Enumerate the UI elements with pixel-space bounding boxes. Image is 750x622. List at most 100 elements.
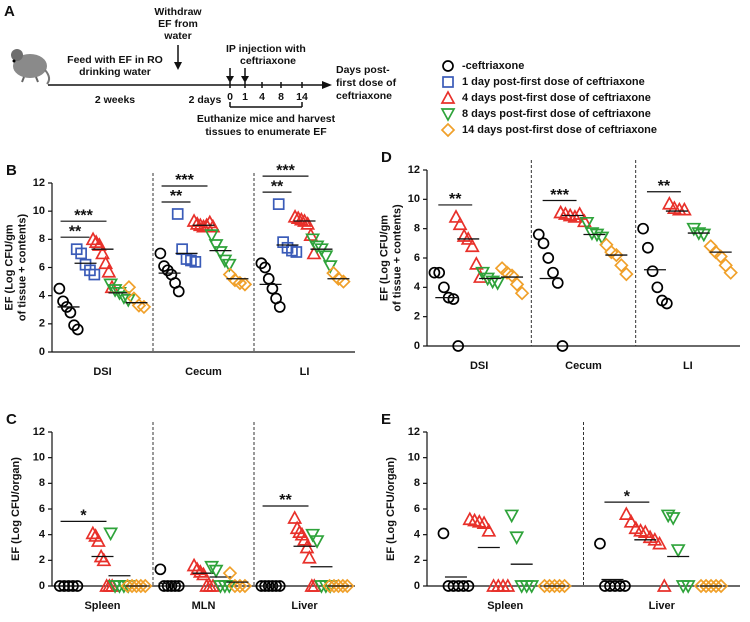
timeline-text: tissues to enumerate EF [205, 126, 327, 138]
significance-label: ** [271, 178, 284, 195]
point [192, 564, 208, 578]
point [272, 198, 285, 210]
point [698, 578, 714, 594]
y-tick-label: 0 [39, 346, 45, 358]
timeline-day: 4 [259, 91, 265, 103]
x-tick-label: DSI [470, 360, 488, 372]
point [579, 216, 595, 231]
y-tick-label: 2 [414, 311, 420, 323]
point [237, 277, 253, 292]
significance-label: *** [550, 187, 569, 204]
point [464, 238, 480, 253]
point [547, 578, 562, 594]
y-tick-label: 10 [408, 452, 420, 464]
point [437, 527, 450, 540]
point [221, 580, 237, 594]
y-tick-label: 6 [39, 261, 45, 273]
point [237, 578, 253, 594]
point [557, 578, 572, 594]
legend-marker [440, 90, 456, 104]
timeline-text: EF from [158, 18, 198, 30]
x-tick-label: Liver [291, 600, 318, 612]
significance-label: ** [69, 223, 82, 240]
point [169, 580, 181, 592]
panel-label: C [6, 411, 17, 428]
point [547, 266, 559, 279]
point [452, 340, 465, 352]
point [481, 523, 497, 537]
point [301, 549, 317, 564]
y-tick-label: 8 [39, 233, 45, 245]
point [232, 275, 248, 291]
point [88, 268, 101, 281]
legend-label: 8 days post-first dose of ceftriaxone [462, 108, 651, 120]
point [572, 206, 588, 220]
y-tick-label: 6 [414, 503, 420, 515]
y-tick-label: 6 [414, 252, 420, 264]
point [509, 277, 525, 292]
point [542, 252, 555, 264]
point [665, 512, 681, 526]
y-axis-label: EF (Log CFU/gm [3, 224, 15, 310]
point [476, 515, 492, 529]
x-tick-label: MLN [192, 600, 216, 612]
point [136, 299, 152, 315]
point [172, 580, 185, 592]
point [95, 245, 110, 260]
point [428, 266, 441, 279]
point [614, 258, 629, 273]
point [300, 216, 316, 230]
significance-label: ** [449, 191, 462, 208]
point [651, 281, 664, 294]
y-axis-label: of tissue + contents) [16, 214, 28, 322]
y-tick-label: 4 [39, 290, 46, 302]
legend-marker [440, 108, 456, 122]
y-tick-label: 8 [414, 223, 420, 235]
timeline-text: ceftriaxone [240, 55, 296, 67]
point [703, 578, 719, 594]
point [637, 222, 649, 235]
point [196, 566, 211, 581]
point [138, 578, 153, 594]
point [290, 210, 306, 225]
point [660, 509, 676, 524]
point [576, 213, 592, 228]
point [205, 578, 221, 592]
y-tick-label: 4 [414, 529, 421, 541]
y-tick-label: 0 [414, 580, 420, 592]
legend-marker [442, 60, 454, 72]
point [172, 285, 185, 298]
point [619, 266, 634, 282]
y-tick-label: 0 [414, 340, 420, 352]
significance-label: * [624, 488, 631, 505]
point [660, 297, 673, 310]
timeline [48, 45, 332, 108]
point [116, 291, 132, 305]
point [623, 514, 639, 528]
point [619, 580, 631, 592]
point [552, 578, 567, 594]
timeline-text: drinking water [79, 66, 151, 78]
timeline-text: Withdraw [154, 6, 202, 18]
timeline-text: Feed with EF in RO [67, 54, 163, 66]
point [448, 209, 464, 223]
point [98, 255, 114, 270]
significance-label: *** [74, 207, 93, 224]
point [661, 195, 677, 210]
y-tick-label: 12 [33, 426, 45, 438]
point [189, 256, 202, 268]
point [259, 261, 271, 274]
point [154, 563, 167, 576]
point [537, 237, 550, 250]
timeline-text: 2 weeks [95, 94, 135, 106]
point [542, 578, 557, 594]
point [641, 241, 654, 254]
legend-label: -ceftriaxone [462, 60, 524, 72]
point [227, 578, 243, 594]
point [85, 231, 101, 246]
point [222, 565, 238, 581]
point [637, 524, 653, 538]
point [107, 284, 123, 298]
panel-label: D [381, 149, 392, 166]
y-tick-label: 8 [39, 477, 45, 489]
